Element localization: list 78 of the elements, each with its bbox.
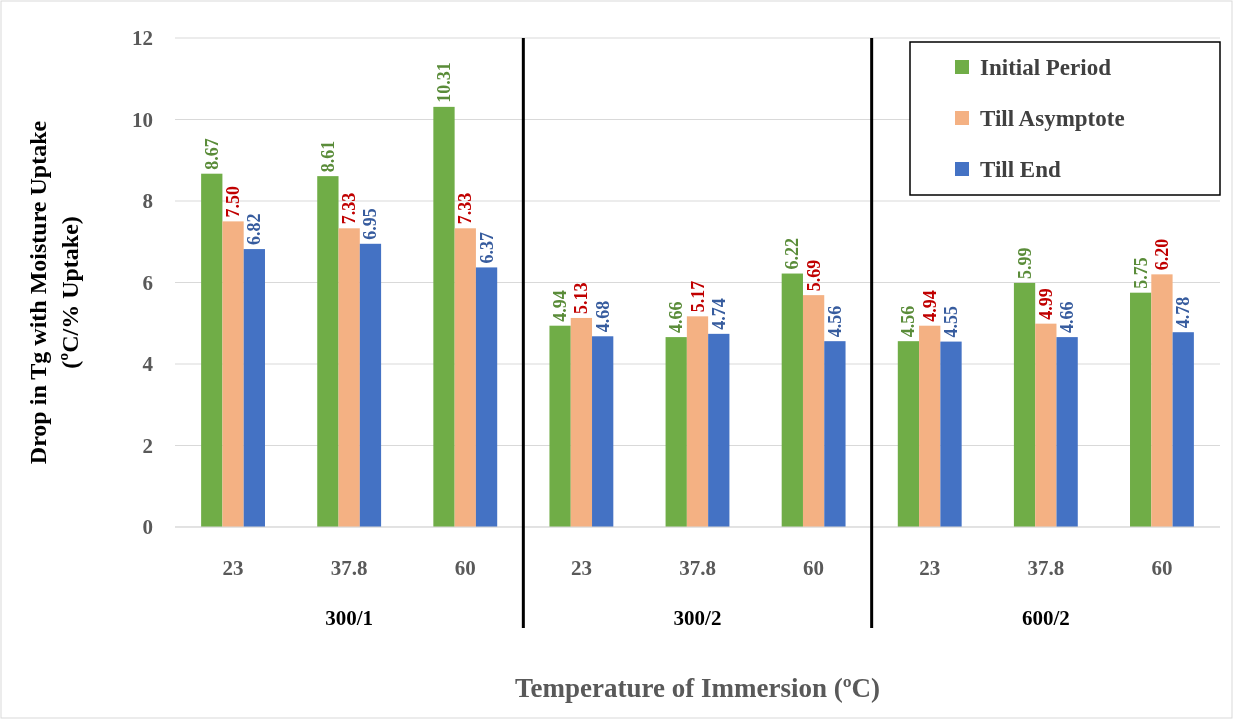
bar: [222, 221, 244, 527]
legend-label: Till End: [980, 157, 1061, 182]
text: 5.99: [1014, 247, 1035, 279]
bar: [433, 106, 455, 527]
x-tick-label: 37.8: [679, 556, 716, 580]
x-tick-label: 23: [919, 556, 941, 580]
bar: [1056, 337, 1078, 527]
x-tick-label: 60: [1151, 556, 1173, 580]
bar: [201, 173, 223, 527]
x-tick-label: 37.8: [330, 556, 368, 580]
y-tick-label: 6: [142, 270, 153, 295]
bar: [1035, 323, 1057, 527]
bar: [940, 341, 962, 527]
bar: [454, 228, 476, 527]
bar: [708, 333, 730, 527]
text: 4.55: [941, 306, 962, 338]
text: 5.69: [803, 259, 824, 292]
bar: [665, 337, 687, 527]
y-tick-label: 8: [142, 189, 153, 213]
bar: [549, 325, 571, 527]
text: 4.56: [898, 305, 919, 338]
text: 10.31: [433, 62, 454, 103]
bar: [592, 336, 614, 527]
x-tick-label: 23: [570, 556, 592, 580]
bar: [475, 267, 498, 527]
bar: [802, 295, 825, 527]
y-axis-title: Drop in Tg with Moisture Uptake (ºC/% Uptake): [25, 120, 83, 465]
text: 5.17: [687, 280, 708, 313]
text: 7.33: [339, 192, 360, 225]
text: 5.13: [571, 282, 592, 314]
text: 6.95: [360, 208, 381, 240]
bar: [1130, 292, 1152, 527]
bar: [919, 325, 941, 527]
text: 4.56: [824, 305, 845, 338]
text: 600/2: [1021, 606, 1070, 630]
bar: [243, 249, 265, 527]
bar: [824, 341, 846, 527]
y-tick-label: 4: [142, 352, 154, 376]
x-tick-label: 60: [454, 556, 476, 580]
text: 5.75: [1130, 257, 1151, 289]
text: 7.33: [455, 192, 476, 225]
x-axis-title: Temperature of Immersion (ºC): [514, 673, 881, 703]
text: 4.78: [1173, 296, 1194, 329]
x-tick-label: 60: [803, 556, 825, 580]
text: 4.99: [1035, 288, 1056, 320]
text: 4.66: [666, 301, 687, 334]
y-tick-label: 0: [142, 515, 153, 539]
bar: [897, 341, 920, 527]
text: 6.22: [782, 238, 803, 270]
bar: [317, 176, 339, 527]
legend-label: Initial Period: [980, 55, 1112, 80]
text: 4.94: [919, 290, 940, 322]
bar: [338, 228, 360, 527]
text: 8.67: [201, 138, 222, 170]
y-tick-label: 10: [132, 107, 153, 132]
bar: [1013, 282, 1036, 527]
legend-label: Till Asymptote: [980, 106, 1125, 131]
y-tick-label: 2: [142, 433, 153, 458]
text: 4.74: [708, 298, 729, 330]
bar: [1151, 274, 1173, 527]
text: 6.37: [476, 231, 497, 264]
text: 300/2: [673, 606, 722, 630]
x-tick-label: 23: [222, 556, 244, 580]
text: 7.50: [223, 185, 244, 218]
x-tick-label: 37.8: [1027, 556, 1065, 580]
text: 8.61: [317, 140, 338, 173]
text: 4.94: [550, 290, 571, 322]
text: 4.66: [1057, 301, 1078, 334]
bar: [686, 316, 709, 527]
bar: [570, 317, 593, 527]
text: 6.20: [1151, 238, 1172, 271]
y-tick-label: 12: [132, 26, 153, 50]
text: 300/1: [325, 606, 374, 630]
bar: [359, 243, 382, 527]
bar: [1172, 332, 1194, 527]
bar: [781, 273, 803, 527]
text: 4.68: [592, 300, 613, 333]
text: 6.82: [244, 213, 265, 246]
